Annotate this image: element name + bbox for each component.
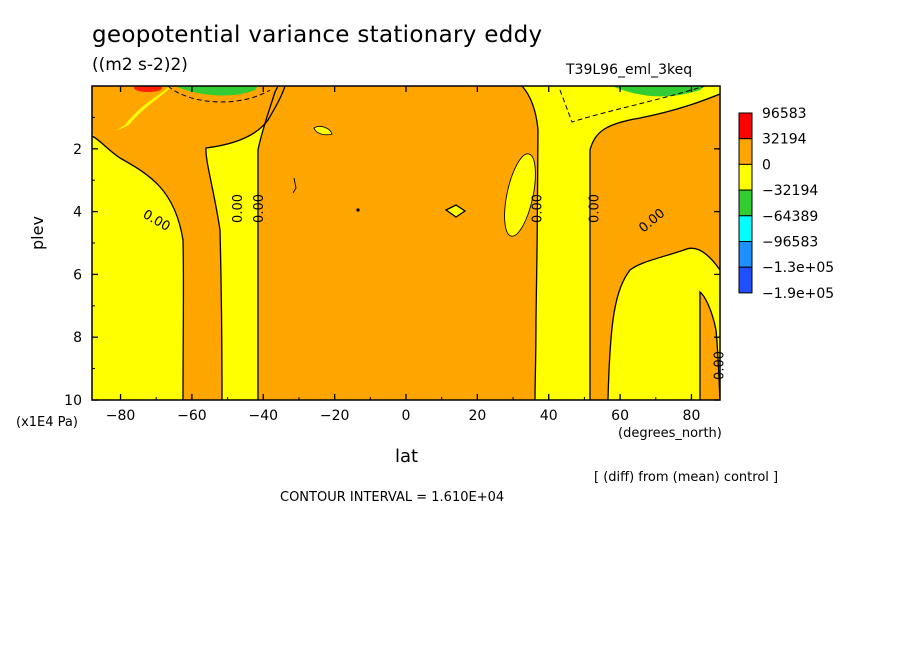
colorbar: 96583 32194 0 −32194 −64389 −96583 −1.3e+05 −1.… — [738, 106, 834, 302]
colorbar-level-label: 96583 — [762, 106, 807, 122]
contour-right-edge — [699, 290, 720, 400]
contour-island-2 — [444, 204, 467, 218]
x-tick-label: 60 — [611, 408, 629, 424]
contour-right-inner — [589, 93, 720, 400]
contour-label: 0.00 — [531, 194, 546, 223]
contour-label: 0.00 — [252, 194, 267, 223]
colorbar-level-label: −64389 — [762, 209, 818, 225]
axis-ticks: −80 −60 −40 −20 0 20 40 60 80 2 4 6 8 10 — [64, 86, 720, 424]
green-patch-left — [175, 86, 258, 96]
colorbar-level-label: −96583 — [762, 235, 818, 251]
x-tick-label: −60 — [177, 408, 207, 424]
contour-wiggle — [292, 177, 297, 194]
x-tick-label: −20 — [320, 408, 350, 424]
island-1 — [504, 153, 536, 237]
x-tick-label: 0 — [402, 408, 411, 424]
colorbar-swatch — [738, 241, 753, 268]
colorbar-swatch — [738, 138, 753, 165]
colorbar-level-label: 0 — [762, 157, 771, 173]
x-tick-label: 80 — [683, 408, 701, 424]
experiment-id: T39L96_eml_3keq — [566, 62, 693, 78]
y-tick-label: 10 — [64, 393, 82, 409]
colorbar-swatch — [738, 189, 753, 217]
y-tick-label: 4 — [73, 205, 82, 221]
region-positive-nh-mid — [590, 94, 720, 400]
colorbar-swatch — [738, 163, 753, 191]
y-tick-label: 6 — [73, 267, 82, 283]
x-tick-label: −40 — [248, 408, 278, 424]
contour-island-3 — [313, 125, 333, 136]
contour-center-right — [521, 86, 539, 400]
colorbar-level-label: 32194 — [762, 132, 807, 148]
contour-label: 0.00 — [588, 194, 603, 223]
contour-label: 0.00 — [713, 351, 728, 380]
colorbar-swatch — [738, 215, 753, 243]
contour-left-outer — [92, 135, 185, 400]
region-positive-sh-mid — [92, 86, 285, 400]
x-tick-label: −80 — [106, 408, 136, 424]
x-tick-label: 20 — [468, 408, 486, 424]
colorbar-level-label: −1.9e+05 — [762, 286, 834, 302]
y-tick-label: 8 — [73, 330, 82, 346]
contour-island-1 — [504, 153, 536, 237]
plot-units: ((m2 s-2)2) — [92, 55, 188, 75]
contour-dot — [356, 208, 360, 212]
x-axis-unit: (degrees_north) — [618, 426, 722, 441]
region-positive-sh-polar — [92, 86, 170, 136]
green-patch-right — [612, 86, 705, 97]
red-patch — [134, 86, 162, 92]
region-positive-nh-polar — [700, 292, 720, 400]
colorbar-swatch — [738, 266, 753, 294]
contour-right-outer — [607, 247, 720, 400]
contour-left-inner — [205, 86, 286, 400]
colorbar-swatch — [738, 112, 753, 140]
contour-center-left — [257, 86, 279, 400]
region-positive-tropics — [258, 86, 538, 400]
colorbar-level-label: −32194 — [762, 183, 818, 199]
contour-dashed-left — [167, 86, 271, 103]
y-axis-unit: (x1E4 Pa) — [16, 415, 78, 430]
contour-lines — [92, 86, 720, 400]
contour-fill-regions — [92, 86, 720, 400]
contour-label: 0.00 — [231, 194, 246, 223]
x-tick-label: 40 — [540, 408, 558, 424]
colorbar-level-label: −1.3e+05 — [762, 260, 834, 276]
y-tick-label: 2 — [73, 142, 82, 158]
diff-note: [ (diff) from (mean) control ] — [594, 470, 779, 485]
contour-interval: CONTOUR INTERVAL = 1.610E+04 — [280, 490, 505, 505]
plot-title: geopotential variance stationary eddy — [92, 22, 543, 48]
contour-dashed-right — [559, 86, 706, 123]
x-axis-label: lat — [395, 446, 419, 467]
